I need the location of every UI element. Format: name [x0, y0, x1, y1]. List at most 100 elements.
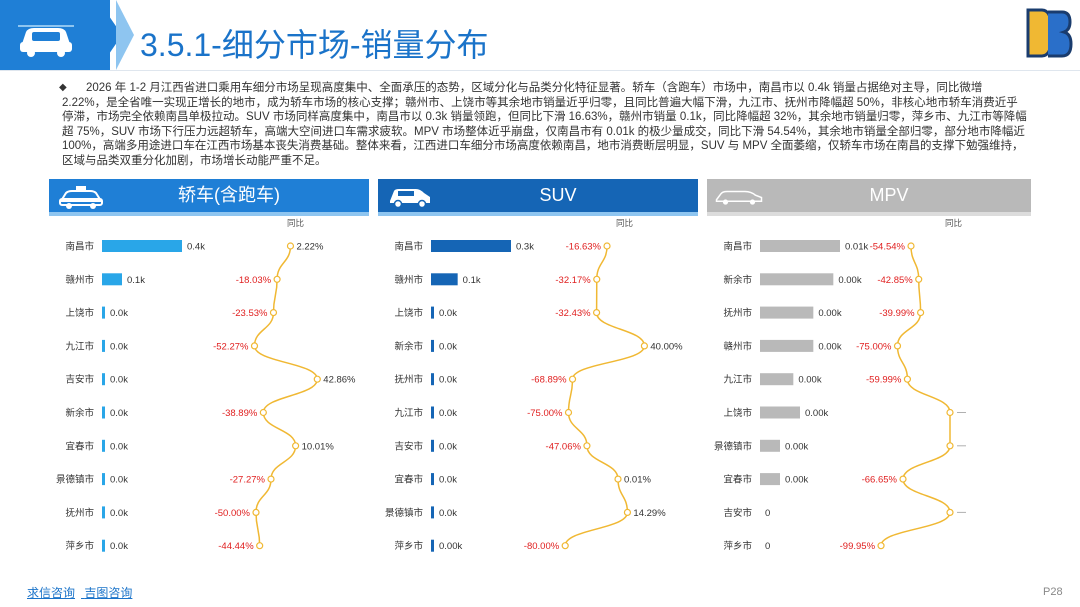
category-label: 上饶市: [65, 307, 94, 319]
value-label: 0.00k: [439, 541, 462, 552]
yoy-point: [568, 375, 577, 383]
bar: [760, 373, 794, 386]
category-label: 抚州市: [394, 374, 423, 386]
yoy-point: [259, 408, 267, 417]
yoy-point: [907, 242, 915, 250]
panel-header-mpv: MPV: [707, 179, 1031, 216]
category-label: 九江市: [65, 340, 94, 352]
category-label: 南昌市: [723, 241, 752, 253]
category-label: 上饶市: [394, 307, 423, 319]
value-label: 0.1k: [127, 275, 145, 286]
yoy-label: -50.00%: [215, 508, 251, 519]
category-label: 吉安市: [723, 507, 752, 519]
summary-bullet: ◆: [59, 82, 67, 93]
bar: [431, 406, 434, 419]
bar: [431, 506, 434, 519]
value-label: 0.0k: [110, 475, 128, 486]
category-label: 宜春市: [723, 474, 752, 486]
category-label: 赣州市: [723, 340, 752, 352]
value-label: 0: [765, 541, 770, 552]
value-label: 0.00k: [785, 475, 808, 486]
value-label: 0.0k: [439, 508, 457, 519]
yoy-label: 42.86%: [323, 375, 356, 386]
yoy-line: [253, 245, 319, 546]
yoy-point: [252, 508, 260, 516]
yoy-label: 40.00%: [650, 341, 683, 352]
bar: [102, 439, 105, 452]
yoy-label: -44.44%: [218, 541, 254, 552]
category-label: 新余市: [394, 340, 423, 352]
value-label: 0.01k: [845, 242, 868, 253]
bar: [102, 273, 122, 286]
category-label: 赣州市: [394, 274, 423, 286]
footer-link-jitu[interactable]: 吉图咨询: [84, 586, 133, 600]
yoy-point: [946, 508, 954, 516]
bar: [102, 306, 105, 319]
yoy-point: [273, 275, 281, 283]
value-label: 0.0k: [439, 408, 457, 419]
panel-title-mpv: MPV: [869, 185, 909, 205]
yoy-point: [946, 408, 954, 417]
bar: [431, 473, 434, 486]
yoy-point: [250, 342, 259, 350]
value-label: 0.00k: [798, 375, 821, 386]
bar: [102, 240, 182, 252]
category-label: 宜春市: [65, 440, 94, 452]
yoy-label: -32.43%: [555, 308, 591, 319]
yoy-line: [564, 245, 646, 546]
yoy-label: -52.27%: [213, 341, 249, 352]
bar: [102, 373, 105, 386]
value-label: 0.0k: [439, 441, 457, 452]
yoy-point: [915, 275, 923, 283]
yoy-point: [903, 375, 912, 383]
yoy-label: -16.63%: [566, 242, 602, 253]
yoy-point: [877, 542, 885, 550]
yoy-label: -38.89%: [222, 408, 258, 419]
value-label: 0.0k: [110, 375, 128, 386]
sedan-icon: [59, 186, 103, 209]
yoy-label: -75.00%: [856, 341, 892, 352]
bar: [760, 306, 814, 319]
car-icon: [18, 25, 74, 57]
yoy-label: -42.85%: [877, 275, 913, 286]
page-header: 3.5.1-细分市场-销量分布: [0, 0, 1080, 80]
yoy-point: [623, 508, 632, 516]
yoy-label: -75.00%: [527, 408, 563, 419]
yoy-label: 14.29%: [633, 508, 666, 519]
category-label: 萍乡市: [394, 540, 423, 552]
value-label: 0.3k: [516, 242, 534, 253]
yoy-label: -68.89%: [531, 375, 567, 386]
yoy-header-label: 同比: [616, 218, 633, 228]
yoy-label: 2.22%: [296, 242, 323, 253]
yoy-label: -59.99%: [866, 375, 902, 386]
category-label: 吉安市: [394, 440, 423, 452]
yoy-point: [269, 308, 278, 317]
category-label: 萍乡市: [65, 540, 94, 552]
page-number: P28: [1043, 586, 1063, 598]
value-label: 0.0k: [110, 541, 128, 552]
category-label: 景德镇市: [56, 474, 95, 486]
summary-text: 2026 年 1-2 月江西省进口乘用车细分市场呈现高度集中、全面承压的态势，区…: [62, 82, 1027, 167]
yoy-point: [946, 442, 954, 450]
db-logo-icon: [1024, 6, 1074, 60]
bar: [102, 506, 105, 519]
footer-link-qiuxin[interactable]: 求信咨询: [27, 586, 76, 600]
yoy-point: [899, 475, 907, 483]
category-label: 九江市: [394, 407, 423, 419]
yoy-label: -23.53%: [232, 308, 268, 319]
yoy-point: [593, 275, 601, 283]
bar: [431, 373, 434, 386]
yoy-line: [880, 245, 951, 546]
category-label: 景德镇市: [385, 507, 424, 519]
panel-title-sedan: 轿车(含跑车): [178, 185, 280, 205]
value-label: 0.4k: [187, 242, 205, 253]
value-label: 0.0k: [110, 408, 128, 419]
bar: [431, 339, 434, 352]
yoy-label: -27.27%: [230, 475, 266, 486]
yoy-point: [592, 308, 601, 317]
value-label: 0.1k: [463, 275, 481, 286]
bar: [102, 473, 105, 486]
category-label: 南昌市: [65, 241, 94, 253]
yoy-point: [614, 475, 622, 483]
bar: [760, 240, 840, 252]
